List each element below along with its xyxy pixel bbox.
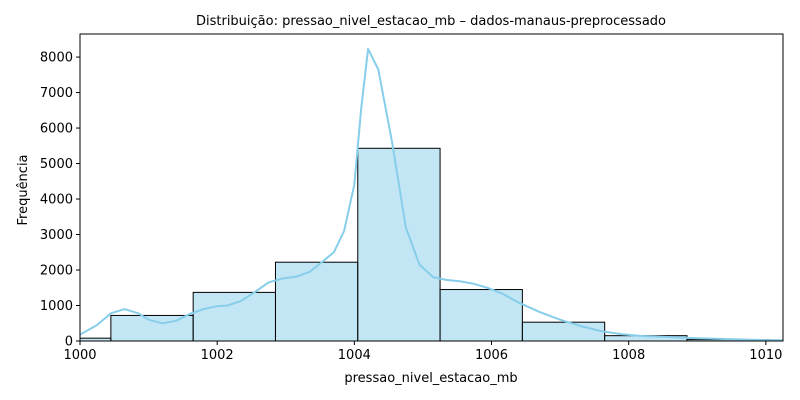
x-tick-label: 1004 xyxy=(338,348,371,363)
y-axis: 0 1000 2000 3000 4000 5000 6000 7000 8000 xyxy=(40,51,80,350)
x-tick-label: 1000 xyxy=(63,348,96,363)
y-tick-label: 3000 xyxy=(40,228,73,243)
chart-title: Distribuição: pressao_nivel_estacao_mb –… xyxy=(196,14,666,29)
y-axis-label: Frequência xyxy=(16,154,31,225)
histogram-bar xyxy=(521,321,606,341)
bars-layer xyxy=(80,147,770,341)
y-tick-label: 8000 xyxy=(40,51,73,66)
y-tick-label: 1000 xyxy=(40,299,73,314)
kde-layer xyxy=(80,47,783,341)
y-tick-label: 2000 xyxy=(40,264,73,279)
x-tick-label: 1006 xyxy=(475,348,508,363)
y-tick-label: 5000 xyxy=(40,157,73,172)
kde-line xyxy=(80,47,783,341)
y-tick-label: 7000 xyxy=(40,86,73,101)
plot-frame xyxy=(79,33,784,342)
y-tick-label: 4000 xyxy=(40,193,73,208)
histogram-bar xyxy=(192,291,276,341)
x-axis-label: pressao_nivel_estacao_mb xyxy=(344,371,517,386)
y-tick-label: 0 xyxy=(65,335,73,350)
histogram-bar xyxy=(274,261,359,341)
x-tick-label: 1002 xyxy=(201,348,234,363)
x-tick-label: 1010 xyxy=(749,348,782,363)
x-axis: 1000 1002 1004 1006 1008 1010 xyxy=(63,341,782,363)
y-tick-label: 6000 xyxy=(40,122,73,137)
x-tick-label: 1008 xyxy=(612,348,645,363)
histogram-bar xyxy=(357,147,441,341)
